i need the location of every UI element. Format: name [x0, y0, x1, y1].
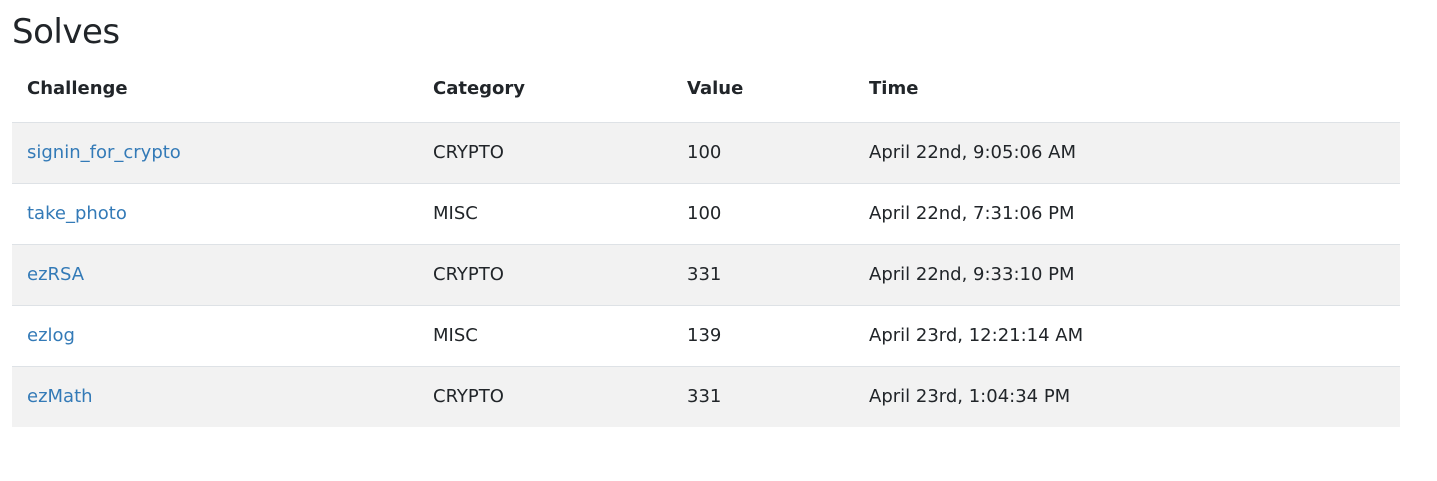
- column-header-value: Value: [672, 55, 854, 123]
- table-row: ezMath CRYPTO 331 April 23rd, 1:04:34 PM: [12, 365, 1400, 427]
- category-cell: CRYPTO: [418, 365, 672, 427]
- solves-table: Challenge Category Value Time signin_for…: [12, 55, 1400, 427]
- table-row: take_photo MISC 100 April 22nd, 7:31:06 …: [12, 182, 1400, 244]
- table-row: signin_for_crypto CRYPTO 100 April 22nd,…: [12, 121, 1400, 183]
- category-cell: CRYPTO: [418, 243, 672, 305]
- challenge-cell: take_photo: [12, 182, 418, 244]
- challenge-cell: ezlog: [12, 304, 418, 366]
- column-header-time: Time: [854, 55, 1400, 123]
- challenge-link[interactable]: take_photo: [27, 203, 127, 224]
- category-cell: CRYPTO: [418, 121, 672, 183]
- value-cell: 331: [672, 365, 854, 427]
- time-cell: April 23rd, 12:21:14 AM: [854, 304, 1400, 366]
- time-cell: April 22nd, 9:33:10 PM: [854, 243, 1400, 305]
- challenge-cell: ezMath: [12, 365, 418, 427]
- header-row: Challenge Category Value Time: [12, 55, 1400, 123]
- challenge-link[interactable]: ezRSA: [27, 264, 85, 285]
- solves-section: Solves Challenge Category Value Time sig…: [12, 0, 1400, 427]
- challenge-cell: ezRSA: [12, 243, 418, 305]
- challenge-link[interactable]: ezMath: [27, 386, 93, 408]
- table-body: signin_for_crypto CRYPTO 100 April 22nd,…: [12, 121, 1400, 427]
- challenge-link[interactable]: signin_for_crypto: [27, 142, 181, 163]
- page-title: Solves: [12, 12, 120, 52]
- value-cell: 139: [672, 304, 854, 366]
- table-row: ezlog MISC 139 April 23rd, 12:21:14 AM: [12, 304, 1400, 366]
- table-row: ezRSA CRYPTO 331 April 22nd, 9:33:10 PM: [12, 243, 1400, 305]
- time-cell: April 23rd, 1:04:34 PM: [854, 365, 1400, 427]
- challenge-link[interactable]: ezlog: [27, 325, 75, 346]
- category-cell: MISC: [418, 182, 672, 244]
- time-cell: April 22nd, 9:05:06 AM: [854, 121, 1400, 183]
- category-cell: MISC: [418, 304, 672, 366]
- challenge-cell: signin_for_crypto: [12, 121, 418, 183]
- value-cell: 331: [672, 243, 854, 305]
- table-header: Challenge Category Value Time: [12, 55, 1400, 123]
- column-header-category: Category: [418, 55, 672, 123]
- value-cell: 100: [672, 182, 854, 244]
- time-cell: April 22nd, 7:31:06 PM: [854, 182, 1400, 244]
- column-header-challenge: Challenge: [12, 55, 418, 123]
- value-cell: 100: [672, 121, 854, 183]
